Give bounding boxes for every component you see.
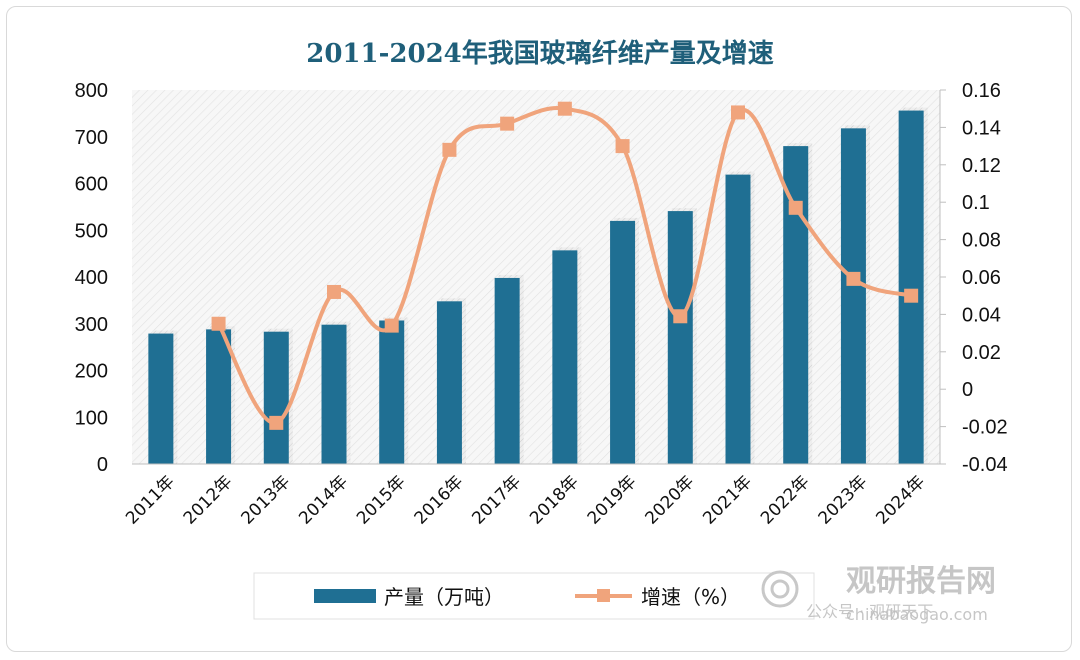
growth-point [269,415,284,430]
x-tick-label: 2021年 [699,472,756,529]
y-right-tick-label: 0.08 [962,230,1001,252]
growth-point [731,105,745,120]
bar [667,211,693,464]
growth-point [384,318,399,333]
x-tick-label: 2019年 [584,472,641,529]
legend-line-marker [597,589,610,602]
y-left-tick-label: 200 [75,361,108,383]
bar [436,301,462,464]
x-tick-label: 2018年 [526,472,583,529]
watermark-logo-icon [761,570,799,608]
chart-title: 2011-2024年我国玻璃纤维产量及增速 [306,38,774,69]
bar [379,320,405,464]
bar [552,250,578,464]
bar [494,277,520,464]
growth-point [673,309,688,324]
bar [840,128,866,464]
bar [321,324,347,464]
growth-point [904,288,919,303]
bar [783,146,809,464]
growth-point [846,271,861,286]
watermark-brand: 观研报告网 [846,564,996,599]
x-tick-label: 2024年 [872,472,929,529]
growth-point [788,200,803,215]
legend-bar-swatch [314,589,376,603]
watermark-url: chinabaogao.com [846,605,988,624]
plot-area-background [132,90,940,464]
y-right-tick-label: 0.14 [962,117,1001,139]
x-tick-label: 2020年 [642,472,699,529]
growth-point [615,139,630,154]
x-ticks: 2011年 2012年 2013年 2014年 2015年 2016年 2017年 2018年… [122,472,929,529]
y-right-tick-label: 0.02 [962,342,1001,364]
bar [148,333,174,464]
x-tick-label: 2023年 [815,472,872,529]
legend-bar-label: 产量（万吨） [384,585,504,609]
x-tick-label: 2017年 [468,472,525,529]
y-right-tick-label: 0.04 [962,304,1001,326]
y-left-tick-label: 800 [75,80,108,102]
x-tick-label: 2012年 [180,472,237,529]
growth-point [442,142,457,157]
y-left-tick-label: 0 [97,454,108,476]
watermark-social: 公众号 · 观研天下 [806,602,933,621]
y-left-tick-label: 100 [75,407,108,429]
growth-point [211,316,226,331]
growth-point [327,284,341,299]
growth-point [500,116,515,131]
y-left-tick-label: 500 [75,220,108,242]
x-tick-label: 2016年 [411,472,468,529]
y-right-tick-label: 0.16 [962,80,1001,102]
legend: 产量（万吨） 增速（%） [253,572,815,620]
x-tick-label: 2014年 [295,472,352,529]
x-tick-label: 2015年 [353,472,410,529]
watermark: 观研报告网 公众号 · 观研天下 chinabaogao.com [761,564,996,624]
bar [725,174,751,464]
y-right-tick-label: -0.02 [962,417,1008,439]
y-left-tick-label: 300 [75,314,108,336]
y-left-tick-label: 600 [75,174,108,196]
y-left-tick-label: 700 [75,127,108,149]
y-left-ticks: 0 100 200 300 400 500 600 700 800 [75,80,108,476]
y-right-tick-label: -0.04 [962,454,1008,476]
y-right-ticks: -0.04 -0.02 0 0.02 0.04 0.06 0.08 0.1 0.12 0.14 0.… [940,80,1008,476]
watermark-logo-inner-icon [770,579,790,599]
bar [206,329,232,464]
bar [610,220,636,464]
growth-point [557,101,572,116]
y-right-tick-label: 0.06 [962,267,1001,289]
legend-line-label: 增速（%） [641,585,740,609]
bar [898,110,924,464]
y-left-tick-label: 400 [75,267,108,289]
x-tick-label: 2013年 [238,472,295,529]
bar-series [148,107,928,465]
x-tick-label: 2011年 [122,472,179,529]
x-tick-label: 2022年 [757,472,814,529]
y-right-tick-label: 0.1 [962,192,990,214]
bar [263,331,289,464]
y-right-tick-label: 0 [962,379,973,401]
y-right-tick-label: 0.12 [962,155,1001,177]
line-series [211,101,919,430]
